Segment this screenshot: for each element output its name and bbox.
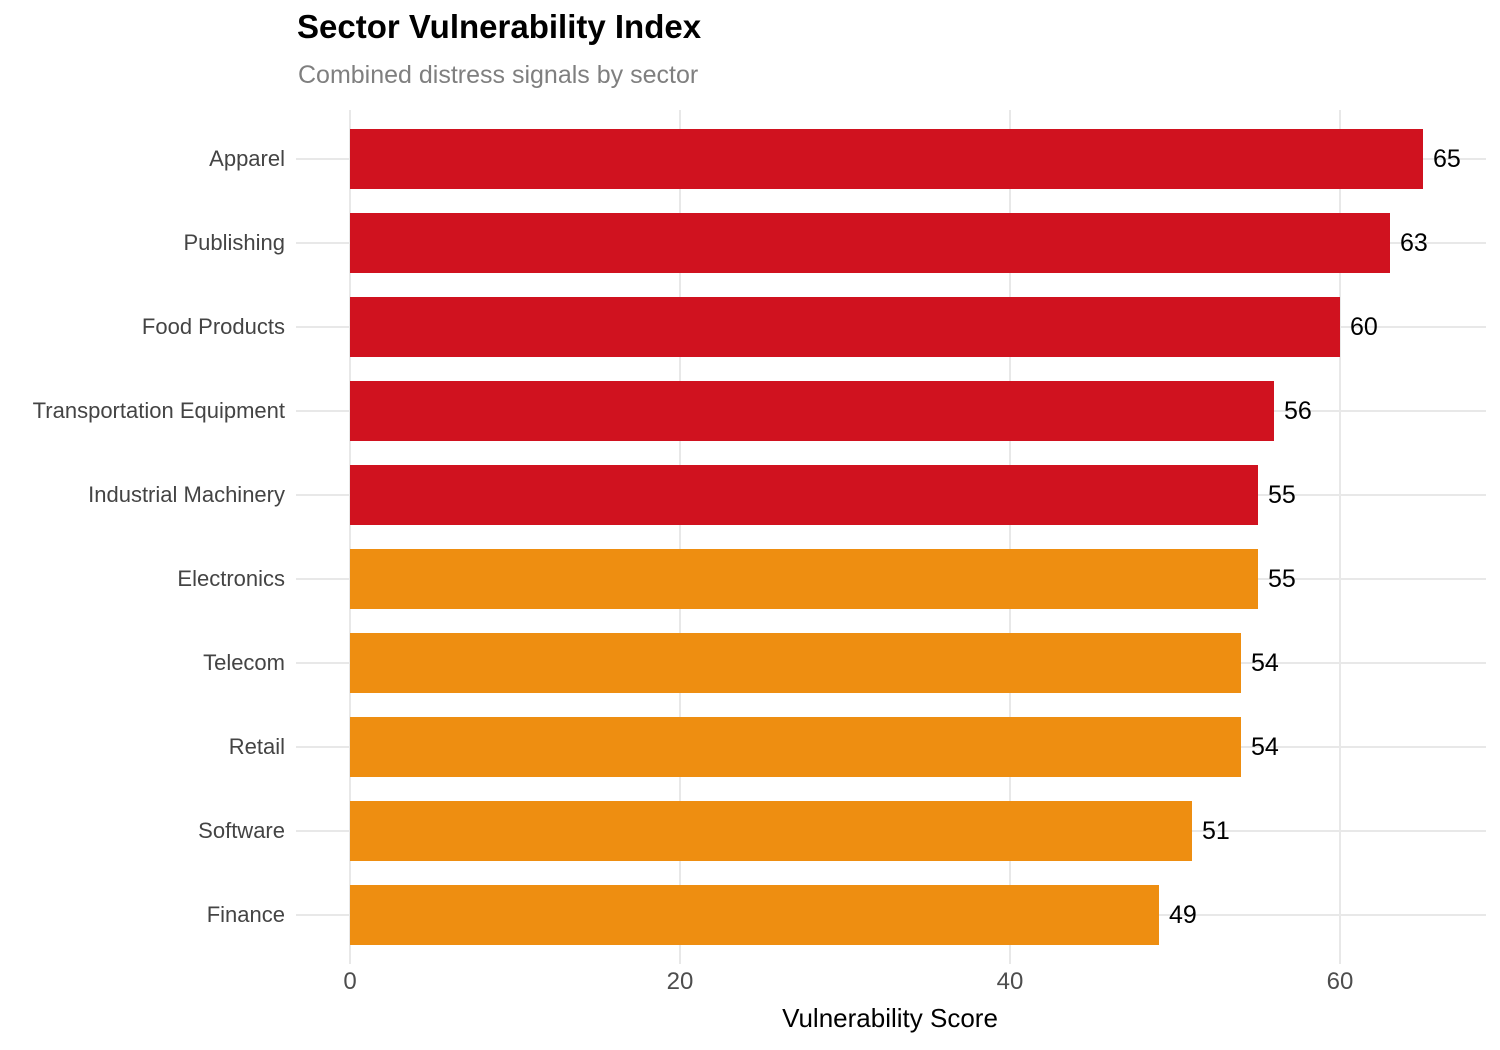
x-gridline (679, 110, 681, 964)
value-label-telecom: 54 (1251, 649, 1279, 677)
x-tick-label: 60 (1326, 968, 1354, 995)
value-label-apparel: 65 (1433, 145, 1461, 173)
bar-telecom (350, 633, 1241, 693)
x-gridline (1339, 110, 1341, 964)
chart-subtitle: Combined distress signals by sector (298, 61, 699, 89)
value-label-electronics: 55 (1268, 565, 1296, 593)
category-label-retail: Retail (228, 734, 285, 759)
category-label-industrial-machinery: Industrial Machinery (88, 482, 285, 507)
bar-electronics (350, 549, 1258, 609)
bar-retail (350, 717, 1241, 777)
value-label-publishing: 63 (1400, 229, 1428, 257)
bar-transportation-equipment (350, 381, 1274, 441)
value-label-food-products: 60 (1350, 313, 1378, 341)
category-label-food-products: Food Products (141, 314, 285, 339)
bar-apparel (350, 129, 1423, 189)
value-label-industrial-machinery: 55 (1268, 481, 1296, 509)
x-gridline (1009, 110, 1011, 964)
category-label-telecom: Telecom (203, 650, 285, 675)
x-tick-label: 40 (996, 968, 1024, 995)
category-label-apparel: Apparel (209, 146, 285, 171)
category-label-transportation-equipment: Transportation Equipment (32, 398, 285, 423)
value-label-retail: 54 (1251, 733, 1279, 761)
bar-publishing (350, 213, 1390, 273)
x-axis-title: Vulnerability Score (782, 1003, 998, 1033)
x-gridline (349, 110, 351, 964)
value-label-transportation-equipment: 56 (1284, 397, 1312, 425)
chart-title: Sector Vulnerability Index (297, 8, 702, 45)
bar-food-products (350, 297, 1340, 357)
category-label-software: Software (198, 818, 285, 843)
bar-software (350, 801, 1192, 861)
bar-finance (350, 885, 1159, 945)
bar-industrial-machinery (350, 465, 1258, 525)
category-label-electronics: Electronics (177, 566, 285, 591)
value-label-finance: 49 (1169, 901, 1197, 929)
x-tick-label: 20 (666, 968, 694, 995)
category-label-finance: Finance (206, 902, 285, 927)
x-tick-label: 0 (343, 968, 357, 995)
category-label-publishing: Publishing (183, 230, 285, 255)
value-label-software: 51 (1202, 817, 1230, 845)
